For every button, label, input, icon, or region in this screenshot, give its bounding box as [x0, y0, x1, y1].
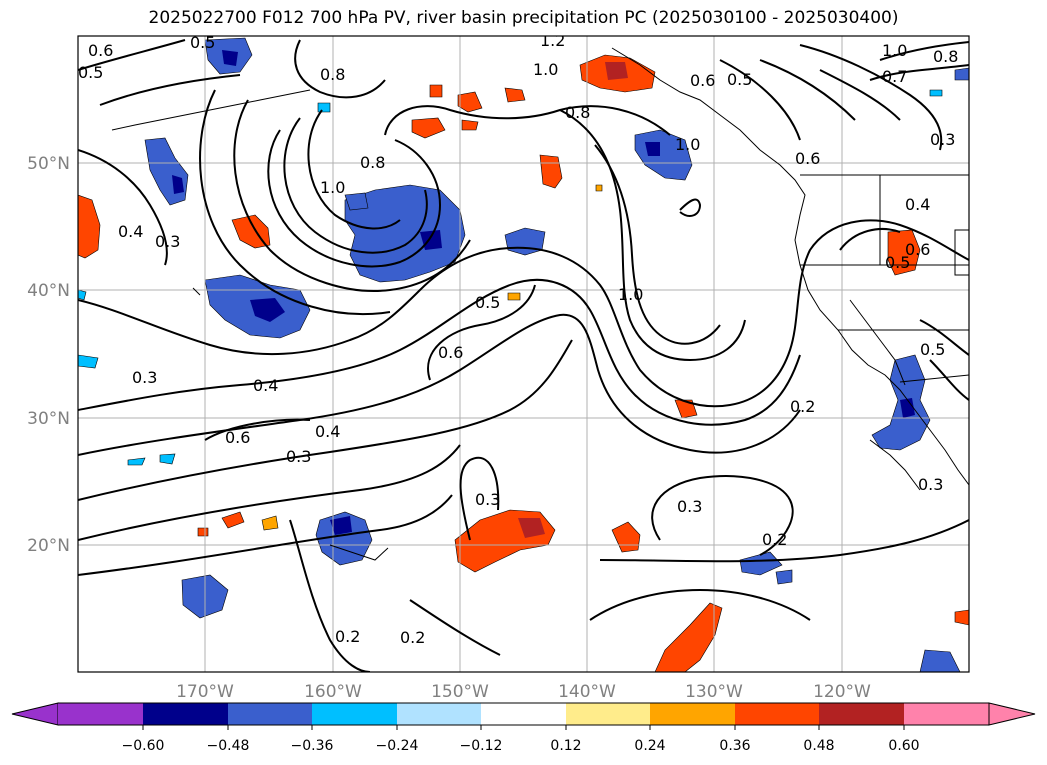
- contour-label: 0.3: [930, 130, 955, 149]
- colorbar-segment: [397, 703, 481, 725]
- lon-label: 160°W: [304, 682, 362, 702]
- contour-label: 1.0: [882, 41, 907, 60]
- contour-label: 0.4: [118, 222, 143, 241]
- contour-label: 1.0: [675, 135, 700, 154]
- lat-label: 40°N: [27, 281, 70, 301]
- contour-label: 0.4: [315, 422, 340, 441]
- contour-label: 0.6: [225, 428, 250, 447]
- colorbar-tick: 0.36: [719, 738, 750, 754]
- contour-label: 0.6: [438, 343, 463, 362]
- lon-label: 140°W: [558, 682, 616, 702]
- colorbar-tick: −0.60: [122, 738, 165, 754]
- contour-labels: 0.6 0.5 0.5 1.2 1.0 0.8 0.6 0.5 1.0 0.7 …: [78, 31, 958, 647]
- colorbar-segment: [904, 703, 989, 725]
- colorbar-segment: [566, 703, 650, 725]
- colorbar-segment: [228, 703, 312, 725]
- lat-axis-labels: 50°N 40°N 30°N 20°N: [27, 154, 70, 556]
- colorbar-extend-low: [11, 702, 59, 726]
- colorbar-tick: −0.36: [291, 738, 334, 754]
- lon-label: 130°W: [685, 682, 743, 702]
- contour-label: 0.6: [690, 71, 715, 90]
- contour-label: 0.6: [88, 41, 113, 60]
- lat-label: 20°N: [27, 536, 70, 556]
- lat-label: 30°N: [27, 409, 70, 429]
- contour-label: 0.5: [885, 253, 910, 272]
- colorbar-segment: [58, 703, 143, 725]
- colorbar: −0.60 −0.48 −0.36 −0.24 −0.12 0.12 0.24 …: [11, 702, 1036, 754]
- contour-label: 0.5: [475, 293, 500, 312]
- contour-label: 0.8: [933, 47, 958, 66]
- contour-label: 0.6: [795, 149, 820, 168]
- colorbar-tick: 0.60: [888, 738, 919, 754]
- contour-label: 0.5: [190, 33, 215, 52]
- lon-label: 120°W: [813, 682, 871, 702]
- contour-label: 0.5: [727, 70, 752, 89]
- contour-label: 0.3: [475, 490, 500, 509]
- contour-label: 0.7: [882, 67, 907, 86]
- pv-contours: [78, 39, 969, 672]
- colorbar-tick: 0.12: [550, 738, 581, 754]
- contour-label: 0.4: [905, 195, 930, 214]
- map-frame: [77, 35, 970, 673]
- contour-label: 0.3: [918, 475, 943, 494]
- positive-precip-blobs: [78, 54, 969, 672]
- contour-label: 0.4: [253, 376, 278, 395]
- lat-label: 50°N: [27, 154, 70, 174]
- colorbar-segment: [143, 703, 228, 725]
- contour-label: 0.2: [762, 530, 787, 549]
- colorbar-segment: [650, 703, 735, 725]
- map-plot-area: 0.6 0.5 0.5 1.2 1.0 0.8 0.6 0.5 1.0 0.7 …: [78, 31, 969, 672]
- contour-label: 1.0: [320, 178, 345, 197]
- colorbar-segment: [312, 703, 397, 725]
- colorbar-tick: 0.24: [634, 738, 665, 754]
- graticule: [78, 36, 969, 672]
- contour-label: 0.3: [286, 447, 311, 466]
- contour-label: 0.2: [790, 397, 815, 416]
- colorbar-tick: −0.48: [207, 738, 250, 754]
- negative-precip-blobs: [78, 37, 969, 672]
- contour-label: 0.2: [400, 628, 425, 647]
- contour-label: 0.3: [677, 497, 702, 516]
- colorbar-tick: −0.24: [376, 738, 419, 754]
- contour-label: 0.8: [565, 103, 590, 122]
- colorbar-tick: −0.12: [460, 738, 503, 754]
- colorbar-segment: [819, 703, 904, 725]
- contour-label: 0.6: [905, 240, 930, 259]
- contour-label: 0.8: [320, 65, 345, 84]
- contour-label: 1.2: [540, 31, 565, 50]
- contour-label: 0.2: [335, 627, 360, 646]
- lon-label: 170°W: [176, 682, 234, 702]
- contour-label: 0.3: [132, 368, 157, 387]
- colorbar-segment: [735, 703, 819, 725]
- lon-label: 150°W: [431, 682, 489, 702]
- map-title: 2025022700 F012 700 hPa PV, river basin …: [148, 8, 899, 28]
- colorbar-extend-high: [988, 702, 1036, 726]
- coastlines: [111, 47, 969, 561]
- colorbar-segment: [481, 703, 566, 725]
- contour-label: 0.8: [360, 153, 385, 172]
- colorbar-tick: 0.48: [803, 738, 834, 754]
- contour-label: 0.3: [155, 232, 180, 251]
- contour-label: 0.5: [78, 63, 103, 82]
- lon-axis-labels: 170°W 160°W 150°W 140°W 130°W 120°W: [176, 682, 871, 702]
- contour-label: 1.0: [533, 60, 558, 79]
- contour-label: 1.0: [618, 285, 643, 304]
- contour-label: 0.5: [920, 340, 945, 359]
